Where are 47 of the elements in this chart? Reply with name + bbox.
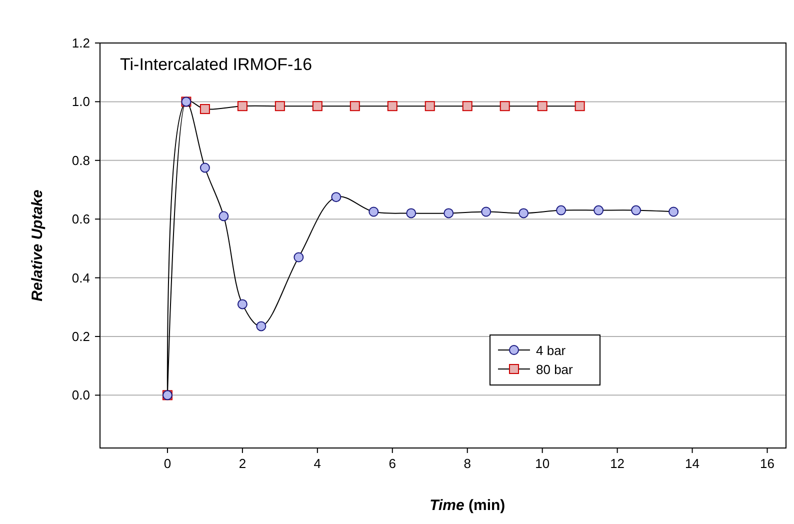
point (331, 192, 342, 202)
point (518, 208, 529, 218)
x-tick-label: 2 (238, 456, 246, 471)
point (556, 205, 566, 216)
legend-label: 4 bar (536, 343, 566, 358)
point (537, 101, 548, 112)
point (294, 252, 304, 262)
x-tick-label: 12 (610, 456, 625, 471)
point (200, 104, 210, 114)
legend-label: 80 bar (536, 362, 574, 377)
y-axis-title: Relative Uptake (29, 190, 46, 302)
x-tick-label: 10 (535, 456, 550, 471)
point (668, 206, 679, 217)
x-tick-label: 6 (388, 456, 396, 471)
point (387, 101, 398, 112)
y-tick-label: 0.6 (72, 212, 90, 227)
point (444, 208, 454, 218)
y-tick-label: 1.0 (72, 94, 90, 110)
x-tick-label: 14 (685, 456, 700, 471)
y-tick-label: 0.0 (72, 388, 90, 403)
point (631, 205, 642, 216)
point (500, 101, 510, 112)
x-tick-label: 4 (314, 456, 322, 471)
point (256, 321, 266, 332)
y-tick-label: 1.2 (72, 36, 90, 50)
point (481, 206, 492, 217)
point (274, 101, 285, 112)
point (574, 101, 585, 112)
point (350, 101, 360, 112)
point (368, 206, 379, 217)
point (462, 101, 472, 112)
point (424, 101, 435, 112)
point (594, 205, 604, 216)
point (200, 162, 210, 173)
x-tick-label: 16 (760, 456, 774, 471)
y-tick-label: 0.4 (72, 270, 90, 286)
point (218, 211, 229, 222)
point (237, 101, 248, 112)
x-tick-label: 8 (464, 456, 471, 471)
x-tick-label: 0 (164, 456, 172, 471)
y-tick-label: 0.2 (72, 328, 90, 344)
x-axis-title: Time (min) (430, 497, 506, 514)
point (312, 101, 322, 112)
y-tick-label: 0.8 (72, 152, 90, 168)
point (406, 208, 416, 218)
point (237, 299, 248, 310)
text: Ti-Intercalated IRMOF-16 (120, 55, 312, 74)
